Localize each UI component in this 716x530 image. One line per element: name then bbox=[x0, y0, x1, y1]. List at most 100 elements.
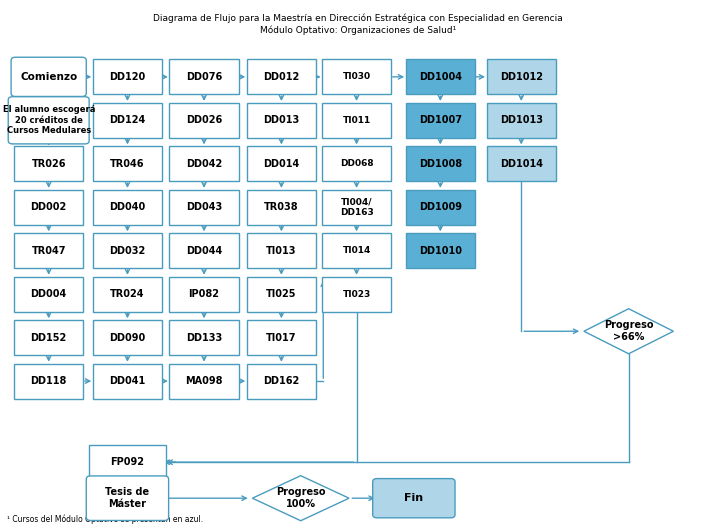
Text: Progreso
>66%: Progreso >66% bbox=[604, 321, 654, 342]
FancyBboxPatch shape bbox=[14, 320, 83, 355]
FancyBboxPatch shape bbox=[14, 233, 83, 268]
Text: Fin: Fin bbox=[405, 493, 423, 503]
Text: TI013: TI013 bbox=[266, 246, 296, 255]
FancyBboxPatch shape bbox=[93, 190, 162, 225]
FancyBboxPatch shape bbox=[247, 190, 316, 225]
FancyBboxPatch shape bbox=[170, 233, 239, 268]
Text: DD042: DD042 bbox=[186, 159, 222, 169]
FancyBboxPatch shape bbox=[405, 233, 475, 268]
FancyBboxPatch shape bbox=[247, 233, 316, 268]
Text: DD040: DD040 bbox=[110, 202, 145, 212]
FancyBboxPatch shape bbox=[170, 103, 239, 138]
FancyBboxPatch shape bbox=[247, 146, 316, 181]
Text: TR047: TR047 bbox=[32, 246, 66, 255]
FancyBboxPatch shape bbox=[405, 59, 475, 94]
Text: DD013: DD013 bbox=[263, 116, 299, 125]
Text: ¹ Cursos del Módulo Optativo se presentan en azul.: ¹ Cursos del Módulo Optativo se presenta… bbox=[7, 514, 203, 524]
FancyBboxPatch shape bbox=[93, 320, 162, 355]
Text: DD002: DD002 bbox=[31, 202, 67, 212]
FancyBboxPatch shape bbox=[93, 146, 162, 181]
FancyBboxPatch shape bbox=[14, 364, 83, 399]
Text: TI011: TI011 bbox=[342, 116, 371, 125]
FancyBboxPatch shape bbox=[322, 277, 391, 312]
Text: DD118: DD118 bbox=[31, 376, 67, 386]
Text: El alumno escogerá
20 créditos de
Cursos Medulares: El alumno escogerá 20 créditos de Cursos… bbox=[2, 105, 95, 135]
Text: DD120: DD120 bbox=[110, 72, 145, 82]
Text: TI023: TI023 bbox=[342, 290, 371, 298]
FancyBboxPatch shape bbox=[86, 476, 169, 520]
FancyBboxPatch shape bbox=[9, 96, 89, 144]
Text: TI030: TI030 bbox=[342, 73, 371, 81]
Text: DD076: DD076 bbox=[186, 72, 222, 82]
FancyBboxPatch shape bbox=[247, 103, 316, 138]
Text: DD133: DD133 bbox=[186, 333, 222, 342]
FancyBboxPatch shape bbox=[247, 364, 316, 399]
FancyBboxPatch shape bbox=[405, 146, 475, 181]
Text: Diagrama de Flujo para la Maestría en Dirección Estratégica con Especialidad en : Diagrama de Flujo para la Maestría en Di… bbox=[153, 13, 563, 23]
Text: DD004: DD004 bbox=[31, 289, 67, 299]
Text: MA098: MA098 bbox=[185, 376, 223, 386]
Polygon shape bbox=[252, 476, 349, 520]
FancyBboxPatch shape bbox=[322, 190, 391, 225]
Text: IP082: IP082 bbox=[188, 289, 220, 299]
FancyBboxPatch shape bbox=[487, 59, 556, 94]
FancyBboxPatch shape bbox=[170, 320, 239, 355]
Text: TI017: TI017 bbox=[266, 333, 296, 342]
Text: TI004/
DD163: TI004/ DD163 bbox=[339, 198, 374, 217]
Text: DD1010: DD1010 bbox=[419, 246, 462, 255]
Text: TR024: TR024 bbox=[110, 289, 145, 299]
FancyBboxPatch shape bbox=[322, 59, 391, 94]
FancyBboxPatch shape bbox=[247, 59, 316, 94]
FancyBboxPatch shape bbox=[170, 59, 239, 94]
Text: DD1009: DD1009 bbox=[419, 202, 462, 212]
Text: DD044: DD044 bbox=[186, 246, 222, 255]
Text: DD1008: DD1008 bbox=[419, 159, 462, 169]
Text: TR046: TR046 bbox=[110, 159, 145, 169]
Text: DD012: DD012 bbox=[263, 72, 299, 82]
Text: DD026: DD026 bbox=[186, 116, 222, 125]
FancyBboxPatch shape bbox=[14, 146, 83, 181]
Text: TR038: TR038 bbox=[264, 202, 299, 212]
Text: DD162: DD162 bbox=[263, 376, 299, 386]
FancyBboxPatch shape bbox=[93, 364, 162, 399]
FancyBboxPatch shape bbox=[322, 146, 391, 181]
FancyBboxPatch shape bbox=[247, 320, 316, 355]
FancyBboxPatch shape bbox=[93, 277, 162, 312]
Text: TI014: TI014 bbox=[342, 246, 371, 255]
Text: DD014: DD014 bbox=[263, 159, 299, 169]
FancyBboxPatch shape bbox=[93, 103, 162, 138]
FancyBboxPatch shape bbox=[170, 364, 239, 399]
FancyBboxPatch shape bbox=[322, 233, 391, 268]
FancyBboxPatch shape bbox=[93, 233, 162, 268]
Text: DD1007: DD1007 bbox=[419, 116, 462, 125]
FancyBboxPatch shape bbox=[405, 190, 475, 225]
Text: DD1013: DD1013 bbox=[500, 116, 543, 125]
Text: DD1004: DD1004 bbox=[419, 72, 462, 82]
Text: Comienzo: Comienzo bbox=[20, 72, 77, 82]
Text: Progreso
100%: Progreso 100% bbox=[276, 488, 326, 509]
FancyBboxPatch shape bbox=[487, 146, 556, 181]
Text: DD090: DD090 bbox=[110, 333, 145, 342]
Text: Módulo Optativo: Organizaciones de Salud¹: Módulo Optativo: Organizaciones de Salud… bbox=[260, 25, 456, 35]
FancyBboxPatch shape bbox=[487, 103, 556, 138]
Text: DD1014: DD1014 bbox=[500, 159, 543, 169]
Text: DD152: DD152 bbox=[31, 333, 67, 342]
FancyBboxPatch shape bbox=[89, 445, 165, 480]
Text: DD041: DD041 bbox=[110, 376, 145, 386]
Text: FP092: FP092 bbox=[110, 457, 145, 467]
FancyBboxPatch shape bbox=[170, 190, 239, 225]
Text: TI025: TI025 bbox=[266, 289, 296, 299]
Text: Tesis de
Máster: Tesis de Máster bbox=[105, 488, 150, 509]
FancyBboxPatch shape bbox=[170, 146, 239, 181]
FancyBboxPatch shape bbox=[247, 277, 316, 312]
FancyBboxPatch shape bbox=[14, 277, 83, 312]
FancyBboxPatch shape bbox=[93, 59, 162, 94]
FancyBboxPatch shape bbox=[405, 103, 475, 138]
Text: TR026: TR026 bbox=[32, 159, 66, 169]
Polygon shape bbox=[584, 308, 674, 354]
Text: DD032: DD032 bbox=[110, 246, 145, 255]
FancyBboxPatch shape bbox=[170, 277, 239, 312]
FancyBboxPatch shape bbox=[11, 57, 86, 96]
FancyBboxPatch shape bbox=[372, 479, 455, 518]
Text: DD043: DD043 bbox=[186, 202, 222, 212]
